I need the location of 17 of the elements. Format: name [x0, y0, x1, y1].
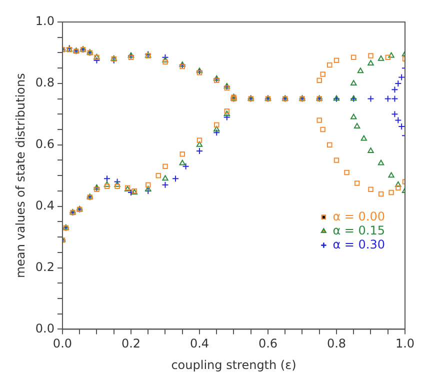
x-tick-label: 1.0 — [395, 336, 415, 351]
x-axis-title: coupling strength (ε) — [171, 358, 296, 372]
y-tick-label: 0.6 — [35, 137, 54, 152]
y-tick-label: 0.0 — [35, 321, 54, 336]
x-tick-label: 0.4 — [190, 336, 210, 351]
legend-label: α = 0.30 — [332, 237, 385, 252]
x-tick-label: 0.0 — [52, 336, 72, 351]
y-tick-label: 0.8 — [35, 76, 54, 90]
x-tick-label: 0.6 — [258, 336, 278, 351]
legend-label: α = 0.15 — [332, 223, 385, 238]
x-tick-label: 0.8 — [326, 336, 346, 351]
y-tick-label: 0.4 — [35, 198, 54, 212]
legend-label: α = 0.00 — [332, 209, 385, 224]
y-tick-label: 1.0 — [35, 14, 54, 28]
y-axis-title: mean values of state distributions — [13, 73, 28, 278]
y-tick-label: 0.2 — [35, 260, 54, 274]
x-tick-label: 0.2 — [121, 336, 141, 351]
